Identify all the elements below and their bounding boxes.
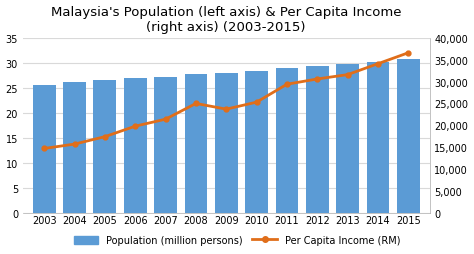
Bar — [124, 79, 146, 213]
Bar — [306, 67, 328, 213]
Bar — [93, 81, 116, 213]
Bar — [366, 63, 389, 213]
Bar — [215, 74, 237, 213]
Bar — [63, 83, 86, 213]
Bar — [33, 86, 55, 213]
Bar — [336, 65, 359, 213]
Bar — [184, 75, 207, 213]
Title: Malaysia's Population (left axis) & Per Capita Income
(right axis) (2003-2015): Malaysia's Population (left axis) & Per … — [51, 6, 401, 34]
Bar — [275, 69, 298, 213]
Bar — [154, 77, 177, 213]
Bar — [397, 60, 419, 213]
Bar — [245, 72, 268, 213]
Legend: Population (million persons), Per Capita Income (RM): Population (million persons), Per Capita… — [70, 231, 404, 249]
